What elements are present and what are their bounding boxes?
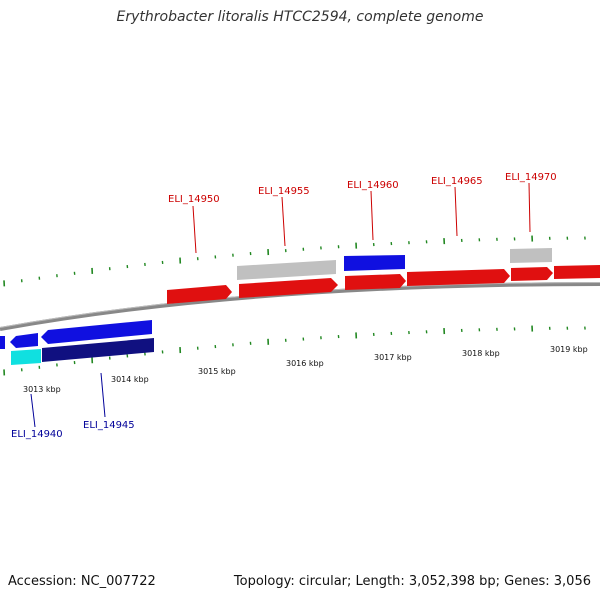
reverse-genes [0, 320, 154, 365]
gene-arrow-eli-14970[interactable] [511, 267, 553, 281]
scale-label-3013: 3013 kbp [23, 385, 61, 394]
gene-arrow-eli-14965[interactable] [407, 269, 510, 286]
gene-arrow-eli-14950[interactable] [167, 285, 232, 304]
scale-label-3017: 3017 kbp [374, 353, 412, 362]
scale-label-3018: 3018 kbp [462, 349, 500, 358]
gene-label-eli-14940[interactable]: ELI_14940 [11, 429, 63, 440]
gene-box-blue[interactable] [344, 255, 405, 271]
gene-arrow-eli-14940-upper[interactable] [10, 333, 38, 348]
label-leaders [30, 182, 531, 428]
gene-label-eli-14970[interactable]: ELI_14970 [505, 172, 557, 183]
gene-arrow-eli-14960[interactable] [345, 274, 406, 290]
gene-label-eli-14960[interactable]: ELI_14960 [347, 180, 399, 191]
gene-arrow-reverse-edge[interactable] [0, 336, 5, 349]
forward-genes [167, 265, 600, 304]
scale-label-3015: 3015 kbp [198, 367, 236, 376]
accession-text: Accession: NC_007722 [8, 574, 156, 589]
gene-box-eli-14940[interactable] [11, 349, 41, 365]
map-title: Erythrobacter litoralis HTCC2594, comple… [116, 9, 484, 25]
outer-tick-row [3, 235, 586, 287]
gene-label-eli-14950[interactable]: ELI_14950 [168, 194, 220, 205]
scale-labels: 3013 kbp 3014 kbp 3015 kbp 3016 kbp 3017… [23, 345, 588, 394]
gene-box-grey-1[interactable] [237, 260, 336, 280]
inner-tick-row [3, 325, 586, 376]
gene-label-eli-14955[interactable]: ELI_14955 [258, 186, 310, 197]
gene-label-eli-14965[interactable]: ELI_14965 [431, 176, 483, 187]
gene-arrow-next[interactable] [554, 265, 600, 279]
gene-arrow-eli-14945-upper[interactable] [41, 320, 152, 344]
topology-text: Topology: circular; Length: 3,052,398 bp… [233, 574, 591, 589]
gene-box-grey-2[interactable] [510, 248, 552, 263]
gene-label-eli-14945[interactable]: ELI_14945 [83, 420, 135, 431]
scale-label-3016: 3016 kbp [286, 359, 324, 368]
gene-arrow-eli-14955[interactable] [239, 278, 338, 298]
gene-labels: ELI_14950 ELI_14955 ELI_14960 ELI_14965 … [11, 172, 557, 440]
scale-label-3019: 3019 kbp [550, 345, 588, 354]
forward-other-features [237, 248, 552, 280]
scale-label-3014: 3014 kbp [111, 375, 149, 384]
gene-box-eli-14945[interactable] [42, 338, 154, 362]
